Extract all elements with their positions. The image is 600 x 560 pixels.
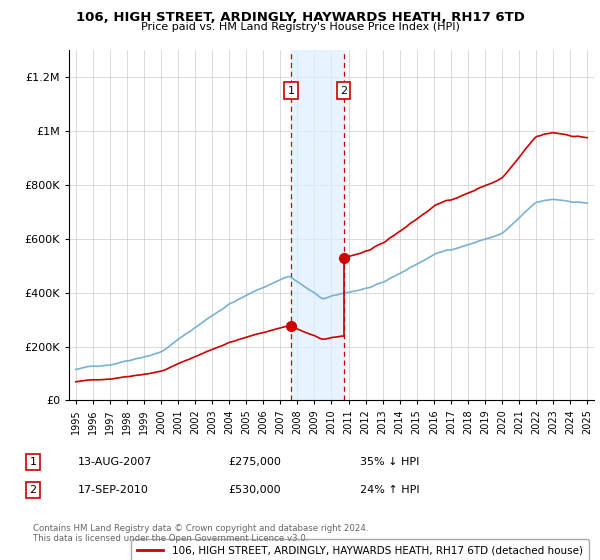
Text: 24% ↑ HPI: 24% ↑ HPI bbox=[360, 485, 419, 495]
Legend: 106, HIGH STREET, ARDINGLY, HAYWARDS HEATH, RH17 6TD (detached house), HPI: Aver: 106, HIGH STREET, ARDINGLY, HAYWARDS HEA… bbox=[131, 539, 589, 560]
Text: £275,000: £275,000 bbox=[228, 457, 281, 467]
Text: £530,000: £530,000 bbox=[228, 485, 281, 495]
Text: 13-AUG-2007: 13-AUG-2007 bbox=[78, 457, 152, 467]
Bar bbox=[291, 50, 344, 400]
Text: 2: 2 bbox=[340, 86, 347, 96]
Text: 1: 1 bbox=[29, 457, 37, 467]
Text: 1: 1 bbox=[287, 86, 295, 96]
Text: Contains HM Land Registry data © Crown copyright and database right 2024.
This d: Contains HM Land Registry data © Crown c… bbox=[33, 524, 368, 543]
Text: 17-SEP-2010: 17-SEP-2010 bbox=[78, 485, 149, 495]
Text: 106, HIGH STREET, ARDINGLY, HAYWARDS HEATH, RH17 6TD: 106, HIGH STREET, ARDINGLY, HAYWARDS HEA… bbox=[76, 11, 524, 24]
Text: Price paid vs. HM Land Registry's House Price Index (HPI): Price paid vs. HM Land Registry's House … bbox=[140, 22, 460, 32]
Text: 2: 2 bbox=[29, 485, 37, 495]
Text: 35% ↓ HPI: 35% ↓ HPI bbox=[360, 457, 419, 467]
